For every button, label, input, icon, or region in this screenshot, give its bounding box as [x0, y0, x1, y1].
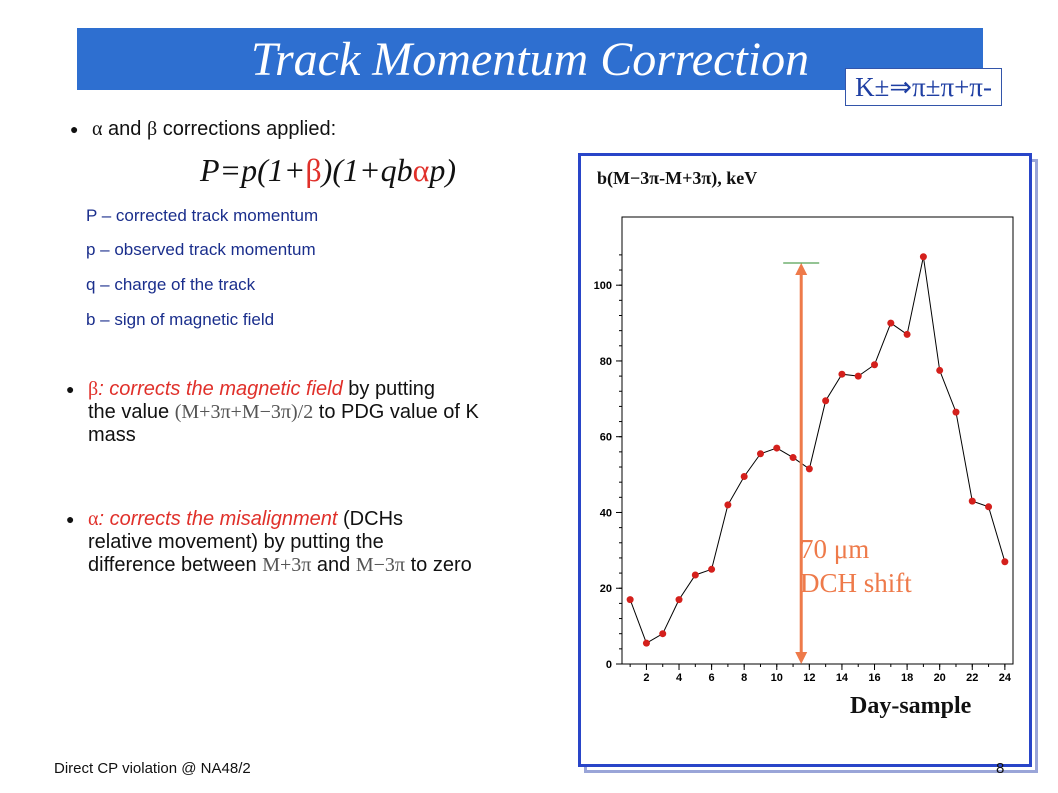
data-point — [871, 361, 879, 369]
shift-arrow-head-top — [795, 263, 808, 275]
x-tick-label: 2 — [643, 672, 649, 684]
data-point — [1001, 558, 1009, 566]
data-point — [724, 501, 732, 509]
data-point — [740, 472, 748, 480]
y-tick-label: 20 — [600, 583, 612, 595]
definition-q: q – charge of the track — [86, 275, 256, 294]
correction-formula: P=p(1+β)(1+qbαp) — [200, 152, 456, 188]
x-tick-label: 22 — [966, 672, 978, 684]
y-tick-label: 0 — [606, 659, 612, 671]
footer-text: Direct CP violation @ NA48/2 — [54, 760, 251, 777]
x-tick-label: 12 — [803, 672, 815, 684]
data-point — [822, 397, 830, 405]
definition-b: b – sign of magnetic field — [86, 310, 275, 329]
data-point — [675, 596, 683, 604]
data-point — [854, 372, 862, 380]
data-point — [936, 366, 944, 374]
data-point — [626, 596, 634, 604]
bullet-dot-icon: ● — [70, 121, 79, 137]
data-point — [773, 444, 781, 452]
definition-P: P – corrected track momentum — [86, 206, 319, 225]
bullet-beta: ● β: corrects the magnetic field by putt… — [66, 378, 479, 446]
data-point — [919, 253, 927, 261]
series-line — [629, 256, 1006, 644]
data-point — [691, 571, 699, 579]
data-point — [838, 370, 846, 378]
y-tick-label: 100 — [594, 280, 612, 292]
data-point — [903, 330, 911, 338]
shift-arrow-head-bottom — [795, 652, 808, 664]
data-point — [708, 565, 716, 573]
x-tick-label: 16 — [868, 672, 880, 684]
x-tick-label: 8 — [741, 672, 747, 684]
data-point — [756, 450, 764, 458]
data-point — [659, 630, 667, 638]
x-tick-label: 18 — [901, 672, 913, 684]
data-point — [789, 454, 797, 462]
decay-channel-box: K±⇒π±π+π- — [845, 68, 1002, 106]
plot-y-label: b(M−3π-M+3π), keV — [597, 168, 758, 188]
data-point — [642, 639, 650, 647]
title-bar: Track Momentum Correction — [77, 28, 983, 90]
y-tick-label: 40 — [600, 507, 612, 519]
bullet-corrections: ● α and β corrections applied: — [70, 118, 337, 140]
bullet-alpha: ● α: corrects the misalignment (DCHs rel… — [66, 508, 472, 576]
x-tick-label: 14 — [836, 672, 849, 684]
bullet-dot-icon: ● — [66, 381, 75, 397]
x-tick-label: 10 — [771, 672, 783, 684]
data-point — [968, 497, 976, 505]
x-tick-label: 6 — [709, 672, 715, 684]
data-point — [805, 465, 813, 473]
page-number: 8 — [996, 760, 1005, 777]
slide-title: Track Momentum Correction — [250, 33, 810, 86]
shift-annotation: 70 μm DCH shift — [800, 534, 912, 598]
definition-p: p – observed track momentum — [86, 240, 316, 259]
y-tick-label: 80 — [600, 356, 612, 368]
x-tick-label: 4 — [676, 672, 683, 684]
y-tick-label: 60 — [600, 432, 612, 444]
x-tick-label: 24 — [999, 672, 1012, 684]
data-point — [985, 503, 993, 511]
x-tick-label: 20 — [934, 672, 946, 684]
plot-frame — [621, 216, 1014, 665]
data-point — [887, 319, 895, 327]
bullet-dot-icon: ● — [66, 511, 75, 527]
data-point — [952, 408, 960, 416]
x-axis-label: Day-sample — [850, 693, 972, 719]
